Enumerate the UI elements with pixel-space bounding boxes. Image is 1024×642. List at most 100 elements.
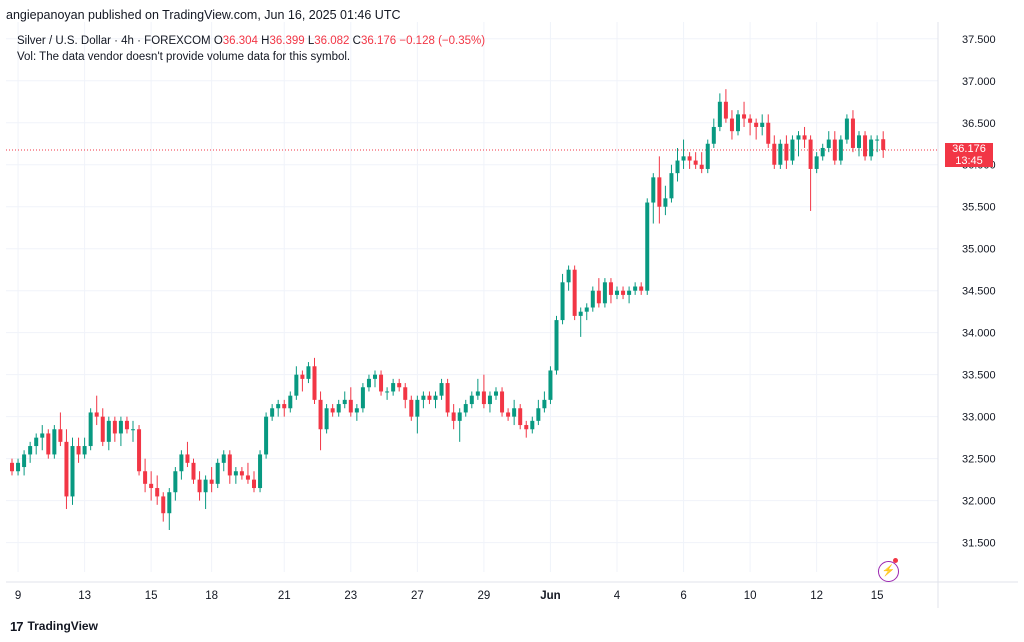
candle-body [494,391,498,396]
candle-body [143,471,148,484]
y-tick-label: 32.500 [962,454,996,466]
candle-body [58,429,63,442]
candle-body [10,462,14,472]
candle-body [657,177,662,207]
x-tick-label: 18 [205,590,218,602]
lightning-circle-icon[interactable]: ⚡ [878,561,899,582]
candle-body [857,135,861,148]
candle-body [808,139,813,169]
candle-body [258,454,263,489]
candle-body [772,143,777,165]
x-tick-label: 23 [344,590,357,602]
candle-body [306,366,311,379]
candle-body [149,483,154,489]
x-tick-label: 13 [78,590,91,602]
candlestick-chart[interactable]: 31.500 32.000 32.500 33.000 33.500 34.000 34.5… [6,22,1018,608]
candle-body [76,446,81,455]
candle-body [227,454,232,476]
candle-body [264,416,269,455]
candle-body [814,156,819,169]
last-price-value: 36.176 [952,142,986,155]
candle-body [324,408,329,430]
y-tick-label: 35.000 [962,244,996,256]
candle-body [161,496,166,514]
candle-body [608,282,613,295]
candle-body [167,492,172,514]
candle-body [675,160,680,174]
published-text: angiepanoyan published on TradingView.co… [6,8,401,22]
x-tick-label: 27 [411,590,424,602]
candle-body [754,122,759,127]
candle-body [82,446,87,455]
candle-body [312,366,317,400]
candle-body [717,101,722,127]
candle-body [155,488,160,497]
candle-body [391,383,396,392]
tradingview-logo-icon: 17 [10,618,24,634]
y-tick-label: 33.500 [962,370,996,382]
candle-body [16,462,21,472]
candle-body [106,420,111,442]
x-tick-label: 15 [871,590,884,602]
candle-body [342,399,347,405]
legend-low-value: 36.082 [314,35,350,47]
candle-body [790,139,795,161]
candle-body [621,290,626,295]
candle-body [397,383,402,388]
candle-body [385,391,390,393]
candle-body [221,454,226,463]
candle-body [838,139,843,161]
candle-body [131,429,135,431]
candle-body [112,420,117,434]
candle-body [52,429,57,455]
candle-body [602,282,607,304]
x-tick-label: 29 [478,590,491,602]
y-tick-label: 37.500 [962,34,996,46]
candle-body [875,139,880,141]
x-tick-label: 10 [744,590,757,602]
candle-body [615,290,619,295]
candle-body [487,395,492,405]
candle-body [481,391,486,405]
candle-body [729,118,734,132]
candle-body [409,399,414,417]
last-price-label: 36.176 13:45 [945,142,993,167]
candle-body [245,475,250,480]
candle-body [542,399,547,409]
candle-body [584,307,589,312]
candle-body [336,404,341,413]
candle-body [736,114,740,132]
x-tick-label: 9 [15,590,21,602]
candle-body [445,383,450,413]
notification-dot [893,558,898,563]
y-tick-label: 34.000 [962,328,996,340]
candle-body [560,282,565,321]
candle-body [578,311,583,316]
candle-body [639,286,644,291]
footer-brand-name: TradingView [27,619,98,633]
x-tick-label: 6 [680,590,686,602]
candle-body [46,433,51,455]
candle-body [572,269,577,316]
candle-body [627,290,632,295]
y-tick-label: 36.500 [962,118,996,130]
y-tick-label: 33.000 [962,412,996,424]
x-tick-label: Jun [540,590,560,602]
candle-body [500,391,505,413]
candle-body [348,399,353,413]
legend-symbol[interactable]: Silver / U.S. Dollar · 4h · FOREXCOM [17,35,211,47]
candle-body [197,479,202,493]
candle-body [330,408,335,413]
chart-area[interactable]: 31.500 32.000 32.500 33.000 33.500 34.000 34.5… [6,22,1018,608]
candle-body [233,471,238,476]
candle-body [742,114,747,119]
candle-body [427,395,432,400]
candle-body [596,290,601,304]
candle-body [294,374,299,396]
candle-body [536,408,541,421]
legend-close-label: C [352,35,361,47]
candle-body [300,374,305,379]
candle-body [28,446,33,455]
candle-body [524,425,529,430]
candle-body [173,471,178,493]
